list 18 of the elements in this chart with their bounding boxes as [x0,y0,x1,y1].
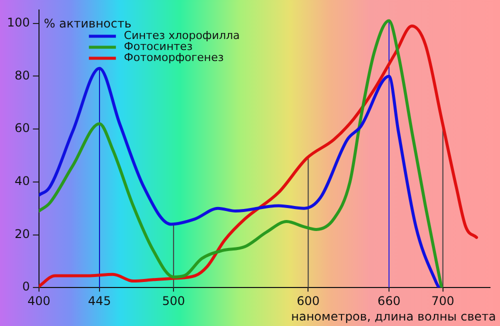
x-axis-title: нанометров, длина волны света [291,310,496,324]
line-series [38,66,440,288]
x-tick-label: 500 [162,294,186,308]
legend-label: Синтез хлорофилла [124,29,240,42]
x-tick-label: 400 [27,294,50,308]
y-tick-label: 100 [7,16,30,30]
y-tick-label: 0 [22,280,30,294]
legend-label: Фотосинтез [124,40,193,54]
x-tick-label: 600 [296,294,320,308]
y-tick-label: 40 [14,174,30,188]
y-tick-label: 60 [14,121,30,136]
y-axis-title: % активность [44,16,132,30]
legend-label: Фотоморфогенез [124,51,224,64]
x-tick-label: 660 [378,294,400,308]
x-tick-label: 700 [431,294,454,308]
y-tick-label: 80 [14,68,30,82]
y-tick-label: 20 [14,226,30,241]
x-tick-label: 445 [88,294,111,308]
